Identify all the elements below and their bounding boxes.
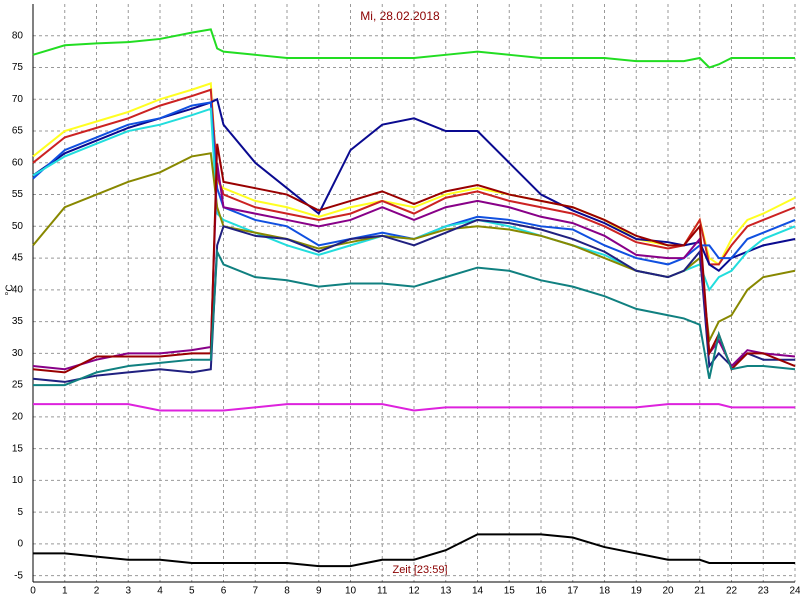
x-axis-label: Zeit [23:59] [392,564,447,576]
x-tick-label: 7 [252,586,258,597]
data-line [33,247,796,387]
data-line [32,143,796,374]
x-tick-label: 20 [662,586,674,597]
x-tick-label: 8 [284,586,290,597]
y-tick-label: 25 [12,380,24,391]
y-tick-label: 65 [12,126,24,137]
y-tick-label: 80 [12,30,24,41]
data-line [32,218,795,383]
x-tick-label: 16 [535,586,547,597]
y-tick-label: 40 [12,284,24,295]
x-tick-label: 1 [62,586,68,597]
x-tick-label: 3 [125,586,131,597]
x-tick-label: 5 [189,586,195,597]
y-tick-label: 45 [12,253,24,264]
x-tick-label: 19 [631,586,643,597]
x-tick-label: 4 [157,586,163,597]
x-tick-label: 18 [599,586,611,597]
data-line [32,107,796,292]
x-tick-label: 23 [758,586,770,597]
data-line [33,533,795,568]
data-line [33,403,795,412]
y-tick-label: 60 [12,157,24,168]
y-tick-label: 70 [12,94,24,105]
x-tick-label: 21 [694,586,706,597]
y-tick-label: 55 [12,189,24,200]
y-tick-label: 5 [17,507,23,518]
y-tick-label: 10 [12,475,24,486]
y-tick-label: 20 [12,411,24,422]
x-tick-label: 14 [472,586,484,597]
x-tick-label: 12 [408,586,420,597]
y-tick-label: 50 [12,221,24,232]
x-tick-label: 24 [789,586,800,597]
y-tick-label: -5 [14,570,23,581]
x-tick-label: 9 [316,586,322,597]
x-tick-label: 10 [345,586,357,597]
data-line [32,28,795,69]
x-tick-label: 11 [377,586,388,597]
x-tick-label: 2 [94,586,100,597]
y-tick-label: 0 [17,539,23,550]
x-tick-label: 15 [504,586,516,597]
data-line [32,82,796,266]
y-tick-label: 30 [12,348,24,359]
x-tick-label: 0 [30,586,36,597]
x-tick-label: 6 [221,586,227,597]
x-tick-label: 22 [726,586,738,597]
data-line [32,97,796,273]
y-tick-label: 15 [12,443,24,454]
x-tick-label: 13 [440,586,452,597]
y-tick-label: 35 [12,316,24,327]
x-tick-label: 17 [567,586,579,597]
chart-title: Mi, 28.02.2018 [360,9,440,23]
y-tick-label: 75 [12,62,24,73]
y-axis-label: °C [5,284,16,295]
